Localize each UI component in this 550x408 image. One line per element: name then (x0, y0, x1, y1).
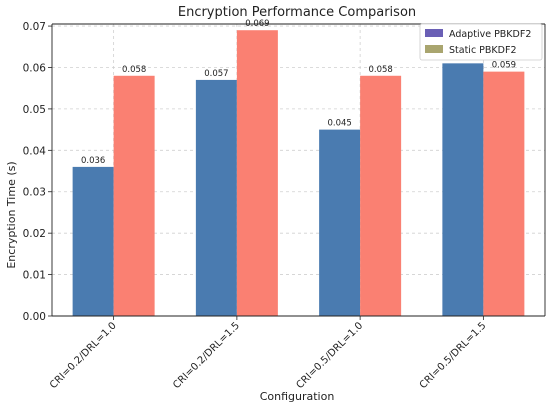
y-tick-label: 0.01 (23, 270, 46, 282)
bar-adaptive-1 (72, 166, 114, 316)
y-tick-label: 0.00 (23, 311, 46, 323)
y-tick-label: 0.07 (23, 21, 46, 33)
value-label-adaptive-1: 0.036 (81, 156, 105, 166)
y-tick-label: 0.05 (23, 104, 46, 116)
y-tick-label: 0.04 (23, 145, 47, 157)
legend-swatch-static (425, 45, 443, 53)
value-label-static-1: 0.058 (122, 65, 146, 75)
bar-adaptive-2 (195, 79, 237, 317)
legend-label-adaptive: Adaptive PBKDF2 (449, 29, 531, 40)
y-ticks: 0.00 0.01 0.02 0.03 0.04 0.05 0.06 0.07 (23, 21, 52, 323)
bar-static-2 (236, 30, 278, 316)
legend-box (419, 23, 543, 61)
value-label-adaptive-3: 0.045 (327, 119, 351, 129)
x-ticks: CRI=0.2/DRL=1.0 CRI=0.2/DRL=1.5 CRI=0.5/DR… (48, 316, 488, 391)
x-tick-label: CRI=0.2/DRL=1.0 (48, 320, 119, 391)
bar-static-1 (113, 75, 155, 317)
value-label-static-4: 0.059 (492, 61, 516, 71)
value-label-static-3: 0.058 (368, 65, 392, 75)
y-axis-label: Encryption Time (s) (5, 161, 18, 268)
chart-title: Encryption Performance Comparison (178, 5, 416, 20)
legend: Adaptive PBKDF2 Static PBKDF2 (419, 23, 543, 61)
x-tick-label: CRI=0.2/DRL=1.5 (171, 320, 242, 391)
y-tick-label: 0.02 (23, 228, 46, 240)
bar-static-4 (483, 71, 525, 317)
legend-label-static: Static PBKDF2 (449, 45, 516, 56)
legend-swatch-adaptive (425, 29, 443, 37)
bar-static-3 (360, 75, 402, 317)
bar-adaptive-4 (442, 63, 484, 316)
y-tick-label: 0.06 (23, 62, 47, 74)
x-axis-label: Configuration (260, 390, 335, 403)
x-tick-label: CRI=0.5/DRL=1.5 (418, 320, 489, 391)
x-tick-label: CRI=0.5/DRL=1.0 (295, 320, 366, 391)
value-label-adaptive-2: 0.057 (204, 69, 228, 79)
y-tick-label: 0.03 (23, 187, 46, 199)
bars (72, 30, 525, 317)
bar-adaptive-3 (319, 129, 361, 316)
